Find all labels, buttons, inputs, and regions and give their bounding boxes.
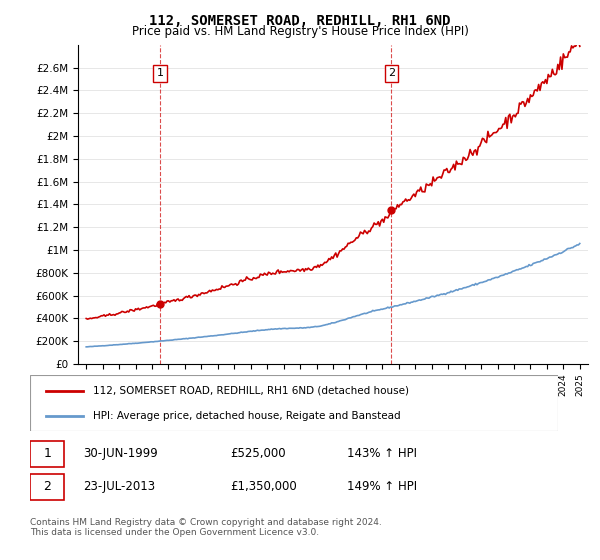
Text: HPI: Average price, detached house, Reigate and Banstead: HPI: Average price, detached house, Reig… xyxy=(94,410,401,421)
Text: 1: 1 xyxy=(43,447,52,460)
FancyBboxPatch shape xyxy=(30,474,64,500)
Text: 2: 2 xyxy=(388,68,395,78)
Text: 149% ↑ HPI: 149% ↑ HPI xyxy=(347,480,417,493)
Text: 143% ↑ HPI: 143% ↑ HPI xyxy=(347,447,417,460)
Text: 112, SOMERSET ROAD, REDHILL, RH1 6ND: 112, SOMERSET ROAD, REDHILL, RH1 6ND xyxy=(149,14,451,28)
Text: 30-JUN-1999: 30-JUN-1999 xyxy=(83,447,158,460)
Text: 23-JUL-2013: 23-JUL-2013 xyxy=(83,480,155,493)
Text: 2: 2 xyxy=(43,480,52,493)
Text: Contains HM Land Registry data © Crown copyright and database right 2024.
This d: Contains HM Land Registry data © Crown c… xyxy=(30,518,382,538)
Text: 112, SOMERSET ROAD, REDHILL, RH1 6ND (detached house): 112, SOMERSET ROAD, REDHILL, RH1 6ND (de… xyxy=(94,386,409,396)
FancyBboxPatch shape xyxy=(30,441,64,466)
Text: £1,350,000: £1,350,000 xyxy=(230,480,298,493)
Text: £525,000: £525,000 xyxy=(230,447,286,460)
FancyBboxPatch shape xyxy=(30,375,558,431)
Text: 1: 1 xyxy=(157,68,164,78)
Text: Price paid vs. HM Land Registry's House Price Index (HPI): Price paid vs. HM Land Registry's House … xyxy=(131,25,469,38)
